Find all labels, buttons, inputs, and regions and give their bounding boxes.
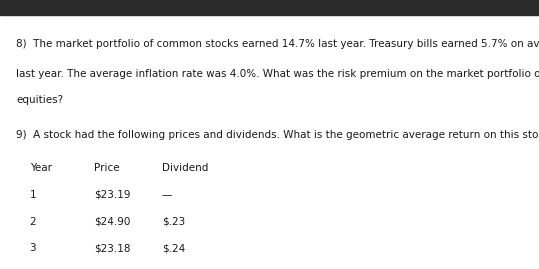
Text: Year: Year (30, 163, 52, 173)
Text: 2: 2 (30, 217, 36, 226)
Text: 8)  The market portfolio of common stocks earned 14.7% last year. Treasury bills: 8) The market portfolio of common stocks… (16, 39, 539, 49)
Text: —: — (162, 190, 172, 200)
Bar (0, 0, 539, 15)
Text: last year. The average inflation rate was 4.0%. What was the risk premium on the: last year. The average inflation rate wa… (16, 69, 539, 79)
Text: $23.19: $23.19 (94, 190, 131, 200)
Text: Dividend: Dividend (162, 163, 208, 173)
Text: 1: 1 (30, 190, 36, 200)
Text: $.24: $.24 (162, 243, 185, 253)
Text: $.23: $.23 (162, 217, 185, 226)
Text: 3: 3 (30, 243, 36, 253)
Text: Price: Price (94, 163, 120, 173)
Text: $24.90: $24.90 (94, 217, 130, 226)
Text: $23.18: $23.18 (94, 243, 131, 253)
Text: equities?: equities? (16, 95, 63, 105)
Text: 9)  A stock had the following prices and dividends. What is the geometric averag: 9) A stock had the following prices and … (16, 130, 539, 140)
